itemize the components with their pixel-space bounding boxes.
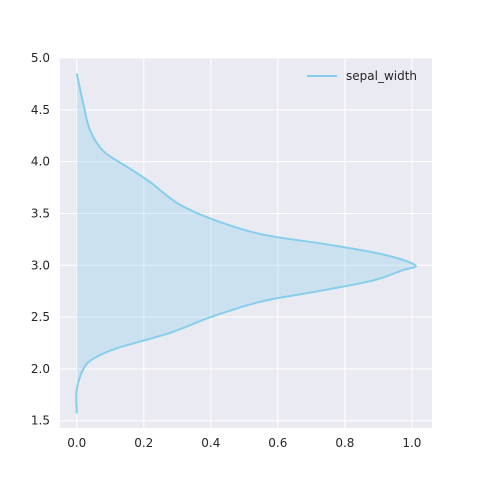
x-tick-label: 0.6 [268,436,287,450]
legend-label: sepal_width [346,69,417,83]
x-tick-label: 1.0 [402,436,421,450]
x-tick-label: 0.0 [67,436,86,450]
x-tick-label: 0.2 [134,436,153,450]
x-tick-label: 0.4 [201,436,220,450]
legend: sepal_width [307,69,417,83]
x-axis-ticks: 0.0 0.2 0.4 0.6 0.8 1.0 [67,436,421,450]
density-area [76,73,416,414]
y-tick-label: 3.5 [31,206,50,220]
y-tick-label: 2.5 [31,310,50,324]
y-tick-label: 2.0 [31,362,50,376]
y-tick-label: 3.0 [31,258,50,272]
grid [60,57,432,428]
x-tick-label: 0.8 [335,436,354,450]
y-tick-label: 4.0 [31,155,50,169]
y-tick-label: 4.5 [31,103,50,117]
density-line-sepal-width [75,73,417,414]
y-tick-label: 1.5 [31,414,50,428]
y-tick-label: 5.0 [31,51,50,65]
y-axis-ticks: 1.5 2.0 2.5 3.0 3.5 4.0 4.5 5.0 [31,51,50,428]
plot-background [60,58,432,428]
